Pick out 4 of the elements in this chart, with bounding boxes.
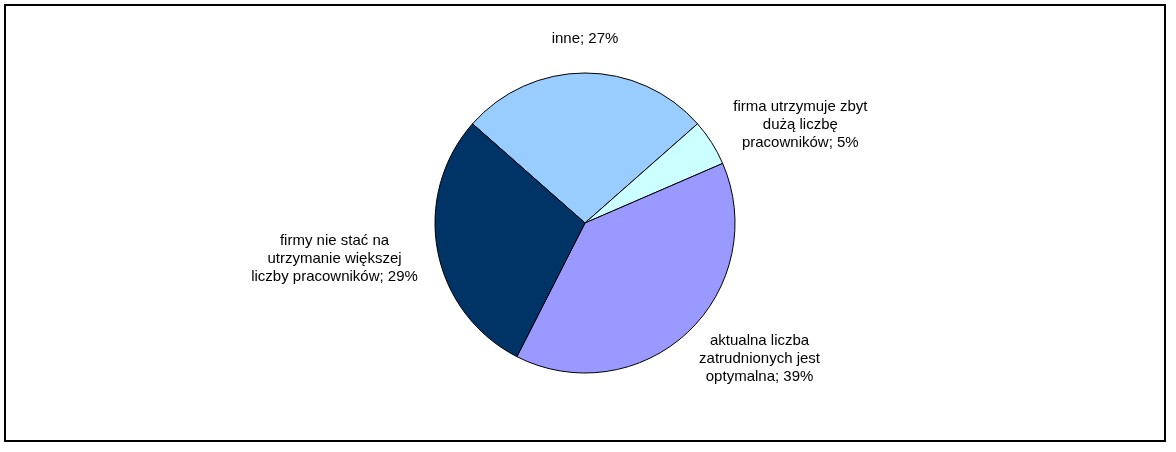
slice-label: aktualna liczba zatrudnionych jest optymalna; 39% bbox=[699, 330, 821, 384]
slice-label: firmy nie stać na utrzymanie większej liczby pracowników; 29% bbox=[251, 230, 418, 284]
slice-label: firma utrzymuje zbyt dużą liczbę pracowników; 5% bbox=[733, 96, 869, 150]
slice-label: inne; 27% bbox=[551, 29, 619, 46]
